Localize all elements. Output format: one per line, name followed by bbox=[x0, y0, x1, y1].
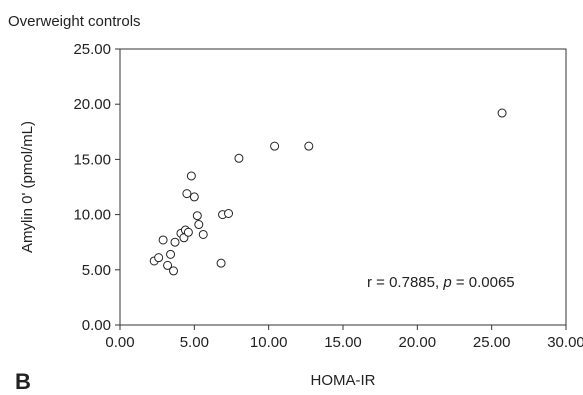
panel-label: B bbox=[15, 369, 31, 394]
y-tick-label: 0.00 bbox=[82, 317, 111, 334]
data-point bbox=[169, 266, 179, 276]
y-tick-label: 20.00 bbox=[73, 96, 111, 113]
data-point bbox=[234, 153, 244, 163]
y-tick-label: 10.00 bbox=[73, 207, 111, 224]
chart-title: Overweight controls bbox=[8, 13, 141, 30]
x-tick-label: 20.00 bbox=[399, 334, 437, 351]
data-point bbox=[183, 227, 193, 237]
data-point bbox=[189, 192, 199, 202]
data-point bbox=[163, 260, 173, 270]
correlation-annotation: r = 0.7885, p = 0.0065 bbox=[367, 274, 515, 291]
r-value-text: r = 0.7885, bbox=[367, 274, 443, 291]
y-tick-label: 15.00 bbox=[73, 151, 111, 168]
data-point bbox=[198, 229, 208, 239]
y-tick-label: 5.00 bbox=[82, 262, 111, 279]
y-axis-label: Amylin 0' (pmol/mL) bbox=[19, 121, 36, 253]
x-axis-label: HOMA-IR bbox=[311, 372, 376, 389]
data-point bbox=[216, 258, 226, 268]
x-axis: 0.00 5.00 10.00 15.00 20.00 25.00 30.00 bbox=[105, 325, 583, 351]
x-tick-label: 15.00 bbox=[324, 334, 362, 351]
x-tick-label: 25.00 bbox=[473, 334, 511, 351]
data-point bbox=[186, 171, 196, 181]
x-tick-label: 0.00 bbox=[105, 334, 134, 351]
x-tick-label: 10.00 bbox=[250, 334, 288, 351]
p-symbol: p bbox=[442, 274, 451, 291]
data-point bbox=[304, 141, 314, 151]
data-point bbox=[224, 208, 234, 218]
data-point bbox=[154, 253, 164, 263]
data-point bbox=[182, 189, 192, 199]
p-value-text: = 0.0065 bbox=[452, 274, 515, 291]
data-point bbox=[194, 220, 204, 230]
data-point bbox=[497, 108, 507, 118]
data-point bbox=[192, 211, 202, 221]
data-point bbox=[158, 235, 168, 245]
data-point bbox=[166, 249, 176, 259]
data-point bbox=[170, 237, 180, 247]
data-point bbox=[270, 141, 280, 151]
y-axis: 0.00 5.00 10.00 15.00 20.00 25.00 bbox=[73, 41, 120, 334]
y-tick-label: 25.00 bbox=[73, 41, 111, 58]
data-points bbox=[149, 108, 507, 276]
x-tick-label: 5.00 bbox=[180, 334, 209, 351]
x-tick-label: 30.00 bbox=[547, 334, 583, 351]
